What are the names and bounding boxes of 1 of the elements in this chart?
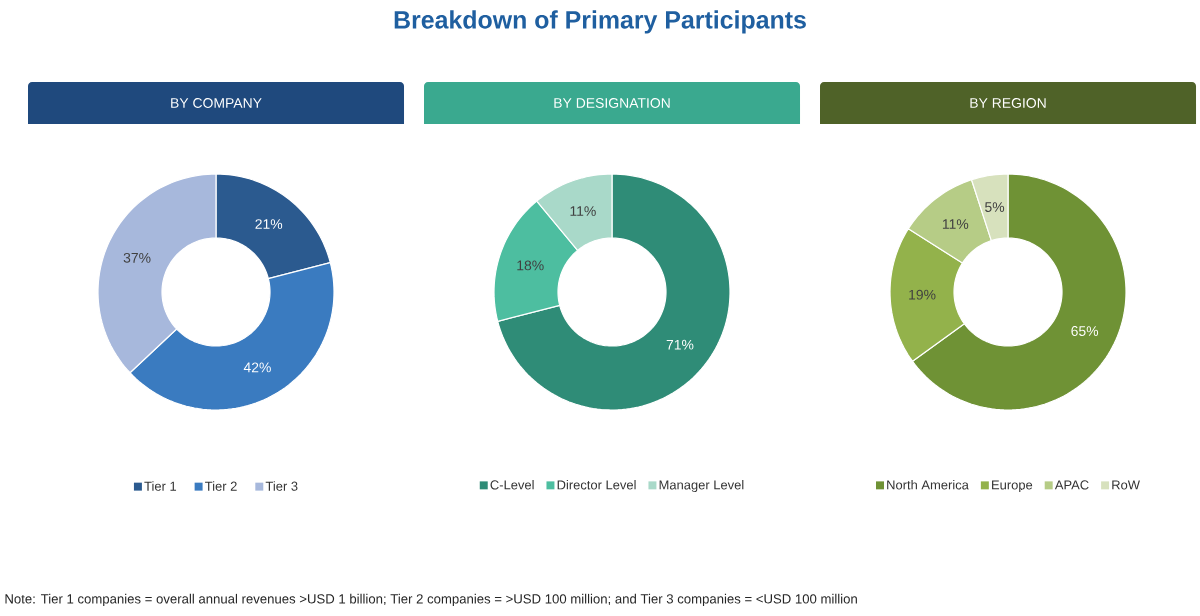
chart-title: Breakdown of Primary Participants xyxy=(394,10,806,34)
